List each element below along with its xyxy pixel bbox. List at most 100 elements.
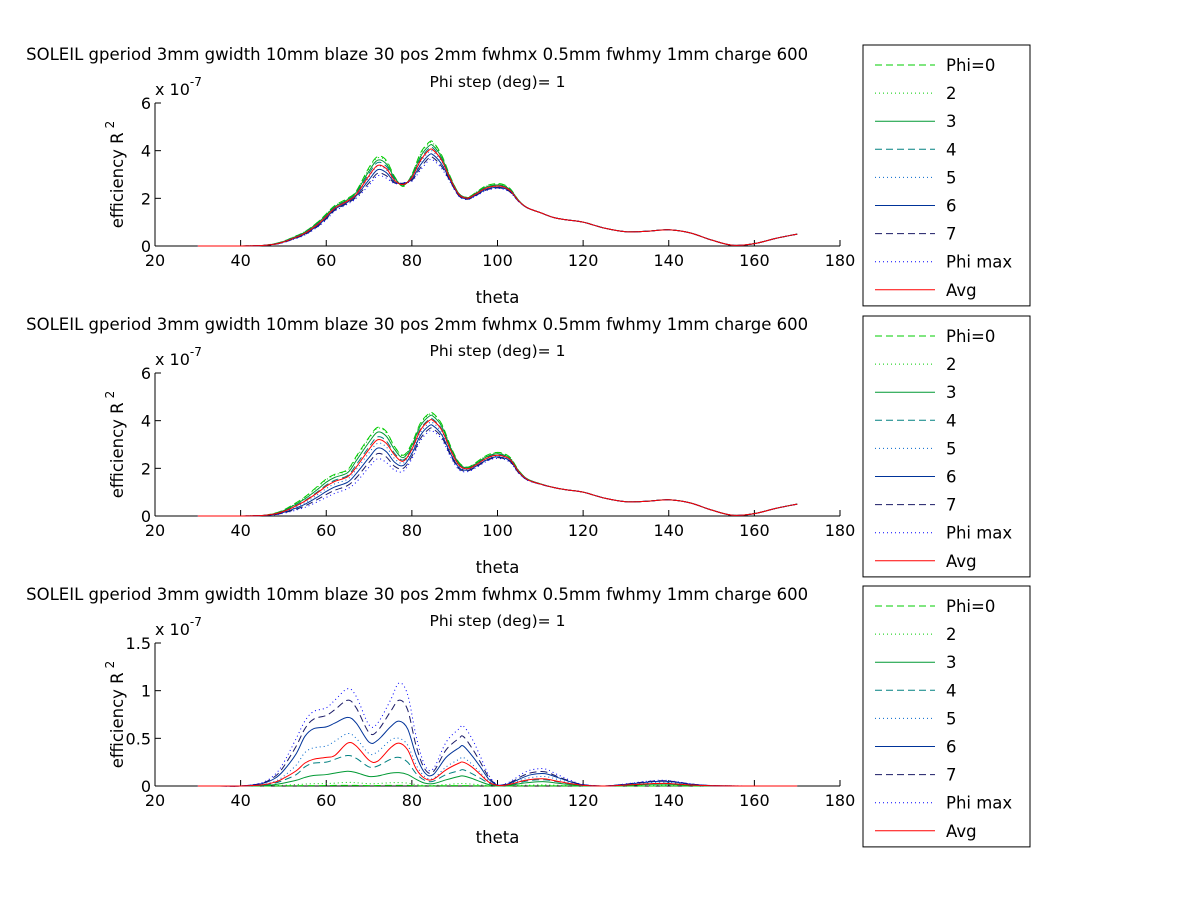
legend-entry: 4 — [946, 140, 957, 159]
x-tick-label: 140 — [653, 791, 684, 810]
series-line-5 — [197, 421, 798, 517]
series-line-2 — [197, 141, 798, 247]
x-tick-label: 80 — [402, 791, 422, 810]
y-multiplier-exponent: -7 — [190, 75, 202, 89]
legend: Phi=0 2 3 4 5 6 7 Phi max Avg — [862, 44, 1031, 307]
legend-entry: 6 — [946, 197, 957, 216]
series-line-1 — [197, 784, 798, 787]
y-tick-label: 0 — [141, 237, 151, 256]
x-tick-label: 140 — [653, 521, 684, 540]
y-tick-label: 4 — [141, 412, 151, 431]
series-line-7 — [197, 699, 798, 787]
legend: Phi=0 2 3 4 5 6 7 Phi max Avg — [862, 585, 1031, 848]
x-tick-label: 160 — [739, 791, 770, 810]
legend-entry: 5 — [946, 709, 957, 728]
legend-entry: Avg — [946, 552, 977, 571]
y-axis-label-superscript: 2 — [103, 661, 117, 669]
chart-title-main: SOLEIL gperiod 3mm gwidth 10mm blaze 30 … — [26, 45, 808, 64]
legend: Phi=0 2 3 4 5 6 7 Phi max Avg — [862, 315, 1031, 578]
plot-area — [197, 682, 798, 787]
x-tick-label: 100 — [482, 251, 513, 270]
y-axis-label-main: efficiency R — [108, 402, 127, 498]
x-axis-label: theta — [476, 828, 520, 847]
series-line-9 — [197, 418, 798, 517]
legend-box — [862, 315, 1031, 578]
legend-entry: 4 — [946, 681, 957, 700]
y-axis-label: efficiency R 2 — [103, 661, 127, 769]
y-axis-label-main: efficiency R — [108, 132, 127, 228]
legend-entry: Phi=0 — [946, 56, 995, 75]
x-tick-label: 40 — [230, 251, 250, 270]
x-tick-label: 180 — [825, 521, 856, 540]
chart-panel-3: SOLEIL gperiod 3mm gwidth 10mm blaze 30 … — [26, 585, 1031, 848]
y-axis-label-main: efficiency R — [108, 672, 127, 768]
y-tick-label: 0 — [141, 777, 151, 796]
x-tick-label: 20 — [145, 521, 165, 540]
chart-title-main: SOLEIL gperiod 3mm gwidth 10mm blaze 30 … — [26, 585, 808, 604]
chart-subtitle: Phi step (deg)= 1 — [430, 612, 566, 630]
legend-entry: Avg — [946, 281, 977, 300]
y-multiplier: x 10-7 — [155, 75, 202, 99]
legend-entry: Phi max — [946, 524, 1012, 543]
legend-entry: 3 — [946, 383, 957, 402]
legend-entry: Phi=0 — [946, 597, 995, 616]
y-multiplier-exponent: -7 — [190, 345, 202, 359]
y-multiplier-base: x 10 — [155, 80, 190, 99]
legend-entry: 7 — [946, 496, 957, 515]
chart-title: SOLEIL gperiod 3mm gwidth 10mm blaze 30 … — [26, 315, 969, 334]
y-tick-label: 4 — [141, 142, 151, 161]
y-tick-label: 2 — [141, 459, 151, 478]
x-tick-label: 120 — [568, 251, 599, 270]
legend-entry: 4 — [946, 411, 957, 430]
legend-entry: Phi max — [946, 794, 1012, 813]
y-axis-label-superscript: 2 — [103, 121, 117, 129]
x-tick-label: 160 — [739, 521, 770, 540]
legend-entry: 5 — [946, 439, 957, 458]
chart-subtitle: Phi step (deg)= 1 — [430, 73, 566, 91]
legend-entry: Avg — [946, 822, 977, 841]
plot-area — [197, 140, 798, 247]
legend-entry: 7 — [946, 766, 957, 785]
y-tick-label: 1 — [141, 682, 151, 701]
x-tick-label: 40 — [230, 791, 250, 810]
x-tick-label: 100 — [482, 521, 513, 540]
y-tick-label: 0.5 — [126, 729, 151, 748]
y-axis-label: efficiency R 2 — [103, 391, 127, 499]
x-axis-label: theta — [476, 288, 520, 307]
y-multiplier-base: x 10 — [155, 350, 190, 369]
series-line-5 — [197, 733, 798, 787]
chart-title: SOLEIL gperiod 3mm gwidth 10mm blaze 30 … — [26, 45, 969, 64]
legend-entry: 2 — [946, 625, 957, 644]
x-tick-label: 60 — [316, 521, 336, 540]
chart-panel-2: SOLEIL gperiod 3mm gwidth 10mm blaze 30 … — [26, 315, 1031, 578]
legend-entry: 6 — [946, 738, 957, 757]
x-tick-label: 80 — [402, 251, 422, 270]
x-axis-label: theta — [476, 558, 520, 577]
plot-area — [197, 411, 798, 517]
y-tick-label: 2 — [141, 189, 151, 208]
series-line-9 — [197, 148, 798, 247]
legend-box — [862, 44, 1031, 307]
x-tick-label: 60 — [316, 791, 336, 810]
x-tick-label: 160 — [739, 251, 770, 270]
x-tick-label: 20 — [145, 791, 165, 810]
legend-entry: 2 — [946, 355, 957, 374]
chart-panel-1: SOLEIL gperiod 3mm gwidth 10mm blaze 30 … — [26, 44, 1031, 307]
x-tick-label: 100 — [482, 791, 513, 810]
x-tick-label: 40 — [230, 521, 250, 540]
x-tick-label: 180 — [825, 791, 856, 810]
y-multiplier: x 10-7 — [155, 615, 202, 639]
x-tick-label: 80 — [402, 521, 422, 540]
legend-entry: 6 — [946, 468, 957, 487]
series-line-8 — [197, 682, 798, 787]
y-tick-label: 1.5 — [126, 634, 151, 653]
x-tick-label: 140 — [653, 251, 684, 270]
x-tick-label: 120 — [568, 521, 599, 540]
x-tick-label: 120 — [568, 791, 599, 810]
chart-title-main: SOLEIL gperiod 3mm gwidth 10mm blaze 30 … — [26, 315, 808, 334]
y-multiplier-base: x 10 — [155, 620, 190, 639]
legend-entry: 7 — [946, 225, 957, 244]
y-multiplier: x 10-7 — [155, 345, 202, 369]
